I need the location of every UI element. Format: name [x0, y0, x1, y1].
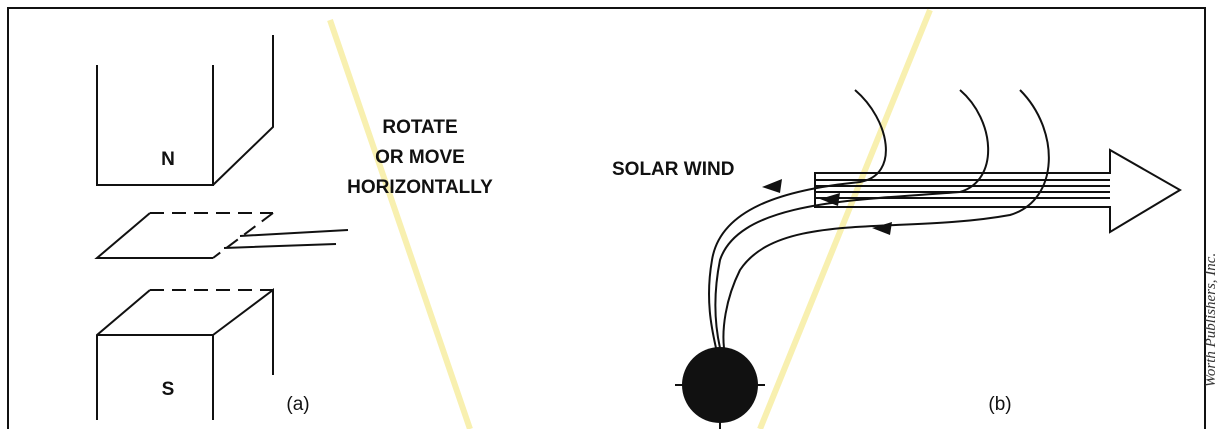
magnet-label: S: [162, 379, 175, 400]
coil: [94, 212, 349, 259]
instruction: OR MOVE: [375, 147, 465, 168]
earth: [675, 347, 765, 429]
solar-wind-label: SOLAR WIND: [612, 159, 734, 180]
credit: Worth Publishers, Inc.: [1203, 253, 1219, 387]
instruction: HORIZONTALLY: [347, 177, 493, 198]
caption: (a): [286, 394, 309, 415]
magnet-n: N: [96, 35, 274, 186]
watermark: [327, 8, 933, 429]
instruction: ROTATE: [382, 117, 457, 138]
caption: (b): [988, 394, 1011, 415]
field-lines: [708, 89, 1050, 349]
magnet-label: N: [161, 149, 175, 170]
magnet-s: S: [96, 288, 274, 420]
solar-wind-arrow: [814, 148, 1182, 234]
frame: [7, 7, 1206, 429]
